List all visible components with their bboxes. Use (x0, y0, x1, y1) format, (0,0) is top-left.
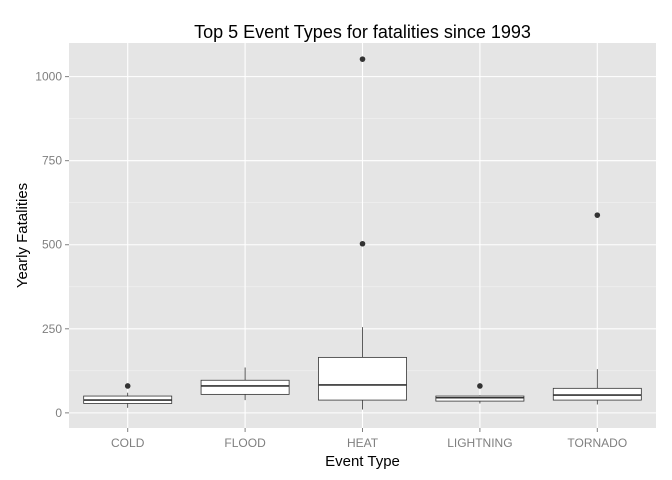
x-tick-label: TORNADO (567, 436, 627, 450)
box-iqr (435, 395, 525, 402)
x-axis-title: Event Type (325, 453, 400, 470)
y-axis-title: Yearly Fatalities (14, 183, 31, 288)
outlier-point (359, 240, 366, 247)
box-iqr (200, 379, 290, 395)
x-tick-label: FLOOD (224, 436, 266, 450)
box-cold (83, 383, 173, 408)
outlier-point (594, 212, 601, 218)
chart-title: Top 5 Event Types for fatalities since 1… (194, 22, 531, 42)
box-lightning (435, 383, 525, 404)
y-tick-label: 250 (42, 322, 62, 336)
box-series (83, 56, 642, 410)
x-tick-label: COLD (111, 436, 145, 450)
y-tick-label: 0 (55, 406, 62, 420)
x-tick-label: LIGHTNING (447, 436, 512, 450)
box-tornado (552, 212, 642, 405)
x-tick-label: HEAT (347, 436, 379, 450)
axes: 0 250 500 750 1000 COLD FLOOD HEAT LIGHTNING TORN… (35, 70, 627, 450)
y-tick-label: 1000 (35, 70, 62, 84)
y-tick-label: 500 (42, 238, 62, 252)
box-flood (200, 367, 290, 401)
y-tick-label: 750 (42, 154, 62, 168)
outlier-point (124, 383, 131, 389)
outlier-point (477, 383, 483, 389)
box-iqr (552, 387, 642, 401)
box-heat (318, 56, 407, 410)
grid-lines (69, 43, 656, 428)
outlier-point (359, 56, 366, 62)
box-iqr (318, 356, 407, 401)
